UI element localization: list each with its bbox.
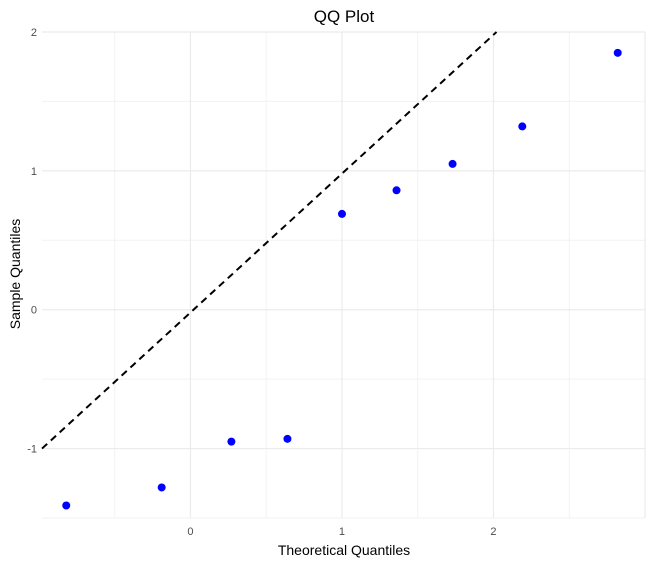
x-tick-label: 2 — [490, 526, 496, 538]
data-points — [62, 48, 622, 510]
x-axis-title: Theoretical Quantiles — [278, 542, 410, 558]
y-tick-label: -1 — [27, 444, 37, 456]
data-point — [392, 186, 401, 195]
data-point — [337, 209, 346, 218]
data-point — [518, 122, 527, 131]
x-tick-label: 1 — [339, 526, 345, 538]
x-tick-labels: 0 1 2 — [187, 526, 496, 538]
y-tick-label: 1 — [31, 166, 37, 178]
data-point — [62, 501, 71, 510]
reference-line — [41, 31, 498, 450]
chart-title: QQ Plot — [314, 7, 375, 26]
data-point — [448, 159, 457, 168]
data-point — [283, 434, 292, 443]
y-tick-labels: -1 0 1 2 — [27, 27, 37, 456]
grid-lines — [42, 31, 646, 519]
data-point — [613, 48, 622, 57]
y-axis-title: Sample Quantiles — [7, 219, 23, 330]
y-tick-label: 2 — [31, 27, 37, 39]
x-tick-label: 0 — [187, 526, 193, 538]
y-tick-label: 0 — [31, 305, 37, 317]
data-point — [227, 437, 236, 446]
data-point — [157, 483, 166, 492]
